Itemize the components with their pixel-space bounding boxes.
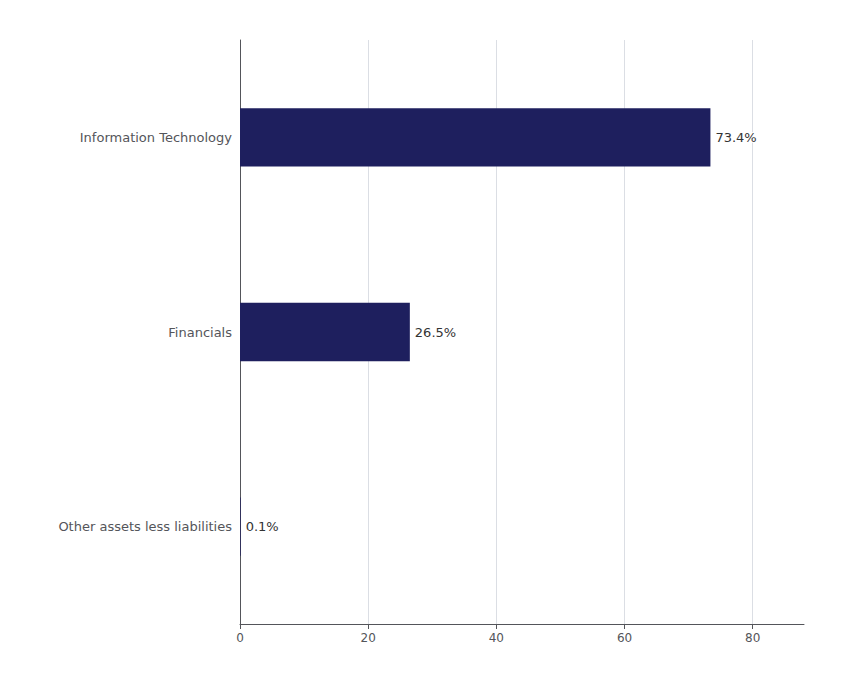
svg-text:40: 40 — [489, 631, 504, 645]
svg-text:0: 0 — [236, 631, 244, 645]
svg-text:60: 60 — [617, 631, 632, 645]
svg-text:73.4%: 73.4% — [715, 130, 756, 145]
svg-text:26.5%: 26.5% — [415, 325, 456, 340]
svg-text:80: 80 — [745, 631, 760, 645]
svg-text:0.1%: 0.1% — [246, 519, 279, 534]
svg-text:Other assets less liabilities: Other assets less liabilities — [58, 519, 232, 534]
svg-text:Information Technology: Information Technology — [80, 130, 233, 145]
svg-text:Financials: Financials — [168, 325, 232, 340]
svg-text:20: 20 — [361, 631, 376, 645]
